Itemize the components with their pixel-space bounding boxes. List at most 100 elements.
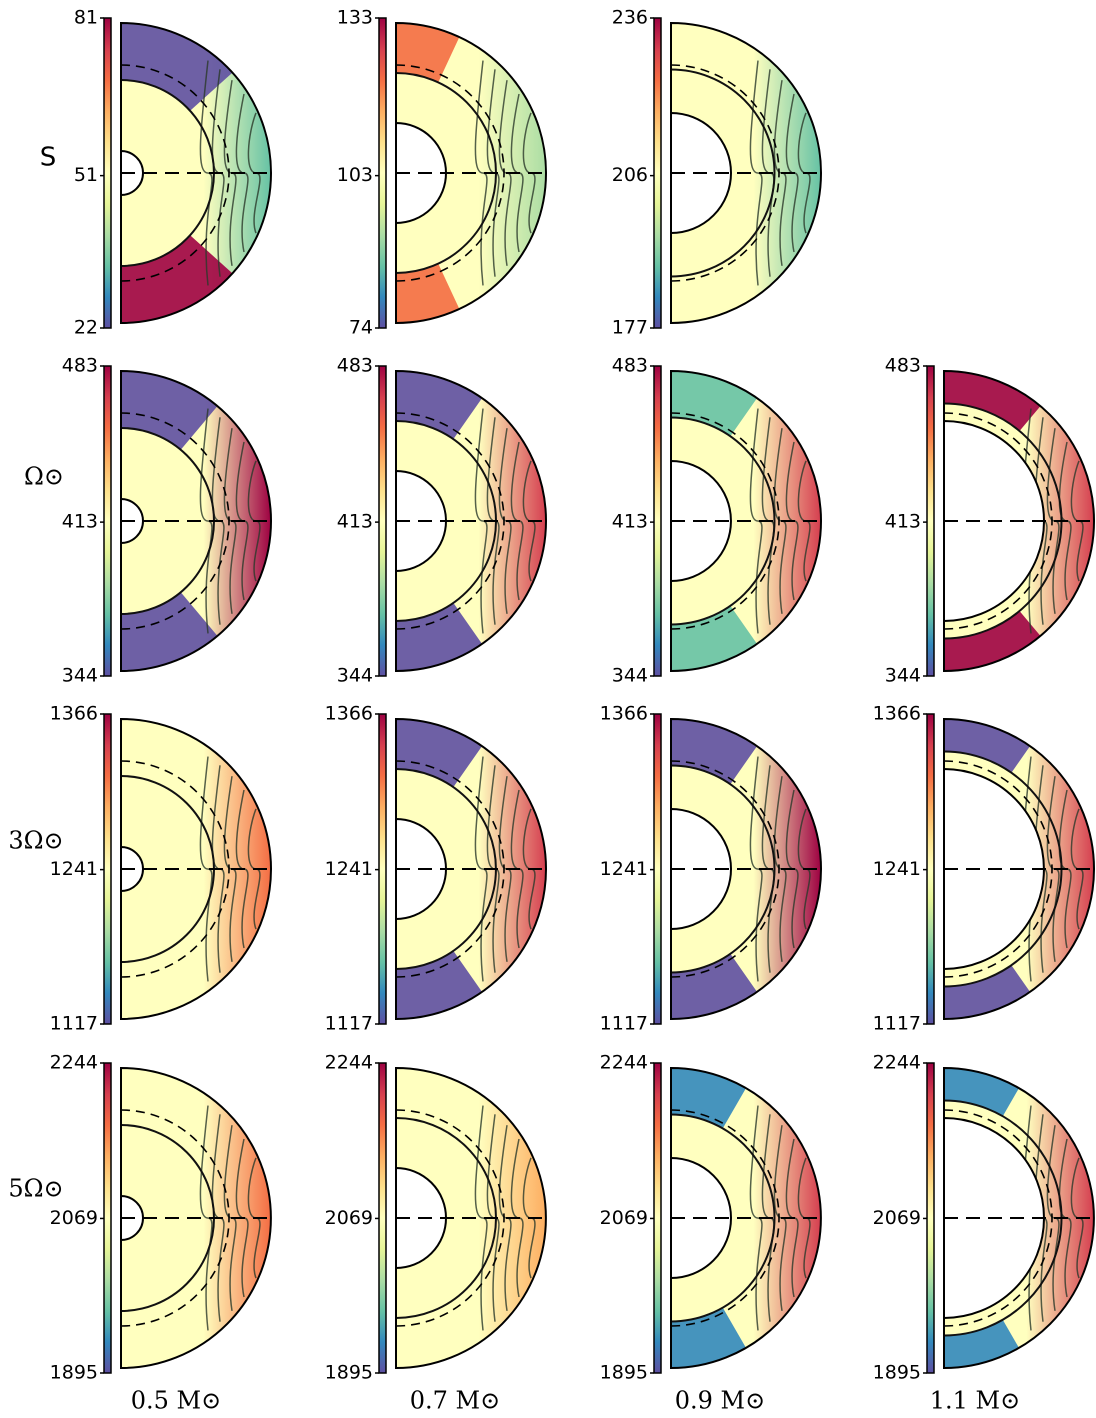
colorbar-tick-label: 1117 bbox=[325, 1013, 373, 1035]
colorbar bbox=[653, 1062, 662, 1374]
polar-region bbox=[396, 371, 483, 440]
outer-boundary bbox=[120, 21, 272, 325]
colorbar-tick-label: 413 bbox=[885, 511, 921, 533]
colorbar-tick-label: 2244 bbox=[325, 1052, 373, 1074]
dashed-circle bbox=[395, 1109, 505, 1327]
column-label: 1.1 M⊙ bbox=[930, 1387, 1020, 1415]
colorbar-tick-label: 206 bbox=[612, 164, 648, 186]
colorbar bbox=[653, 365, 662, 677]
colorbar-tick-label: 2069 bbox=[50, 1207, 98, 1229]
tachocline bbox=[670, 764, 776, 974]
colorbar-tick-label: 2069 bbox=[325, 1207, 373, 1229]
outer-boundary bbox=[395, 717, 547, 1021]
dashed-circle bbox=[120, 760, 230, 978]
colorbar bbox=[926, 1062, 935, 1374]
polar-region bbox=[396, 950, 483, 1019]
dashed-circle bbox=[395, 64, 505, 282]
row-label: 5Ω⊙ bbox=[8, 1175, 63, 1203]
tachocline bbox=[670, 68, 776, 278]
contour-line bbox=[749, 1105, 763, 1331]
dashed-circle bbox=[670, 760, 780, 978]
row-label: Ω⊙ bbox=[24, 463, 64, 491]
colorbar-tick-label: 413 bbox=[62, 511, 98, 533]
dashed-circle bbox=[943, 1109, 1053, 1327]
contour-line bbox=[474, 1105, 488, 1331]
colorbar-tick-label: 483 bbox=[612, 355, 648, 377]
colorbar-tick-label: 1241 bbox=[873, 858, 921, 880]
outer-boundary bbox=[395, 21, 547, 325]
colorbar-tick-label: 483 bbox=[62, 355, 98, 377]
colorbar-tick-label: 74 bbox=[349, 317, 373, 339]
polar-region bbox=[396, 23, 460, 83]
colorbar-tick-label: 1366 bbox=[50, 703, 98, 725]
polar-region bbox=[944, 371, 1041, 431]
tachocline bbox=[670, 416, 776, 626]
contour-line bbox=[199, 60, 213, 286]
outer-boundary bbox=[395, 369, 547, 673]
colorbar-tick-label: 344 bbox=[337, 665, 373, 687]
polar-region bbox=[396, 263, 460, 323]
colorbar-tick-label: 1895 bbox=[50, 1362, 98, 1384]
outer-boundary bbox=[120, 1066, 272, 1370]
colorbar-tick-label: 2069 bbox=[873, 1207, 921, 1229]
colorbar-tick-label: 1241 bbox=[325, 858, 373, 880]
polar-region bbox=[396, 719, 483, 788]
colorbar-tick-label: 2244 bbox=[600, 1052, 648, 1074]
dashed-circle bbox=[670, 64, 780, 282]
colorbar-tick-label: 483 bbox=[337, 355, 373, 377]
colorbar bbox=[378, 713, 387, 1025]
column-label: 0.7 M⊙ bbox=[410, 1387, 500, 1415]
dashed-circle bbox=[120, 412, 230, 630]
colorbar-tick-label: 344 bbox=[885, 665, 921, 687]
outer-boundary bbox=[943, 369, 1095, 673]
colorbar-tick-label: 483 bbox=[885, 355, 921, 377]
colorbar-tick-label: 177 bbox=[612, 317, 648, 339]
colorbar bbox=[926, 713, 935, 1025]
dashed-circle bbox=[670, 412, 780, 630]
contour-line bbox=[474, 756, 488, 982]
outer-boundary bbox=[395, 1066, 547, 1370]
colorbar-tick-label: 344 bbox=[62, 665, 98, 687]
outer-boundary bbox=[943, 1066, 1095, 1370]
polar-region bbox=[671, 605, 758, 671]
row-label: 3Ω⊙ bbox=[8, 827, 63, 855]
outer-boundary bbox=[670, 1066, 822, 1370]
polar-region bbox=[944, 719, 1031, 773]
colorbar-tick-label: 1117 bbox=[50, 1013, 98, 1035]
colorbar bbox=[378, 17, 387, 329]
contour-line bbox=[199, 756, 213, 982]
column-label: 0.9 M⊙ bbox=[675, 1387, 765, 1415]
colorbar-tick-label: 344 bbox=[612, 665, 648, 687]
outer-boundary bbox=[670, 717, 822, 1021]
colorbar-tick-label: 103 bbox=[337, 164, 373, 186]
colorbar bbox=[103, 17, 112, 329]
colorbar-tick-label: 1895 bbox=[873, 1362, 921, 1384]
colorbar-tick-label: 1117 bbox=[600, 1013, 648, 1035]
outer-boundary bbox=[670, 21, 822, 325]
colorbar-tick-label: 1241 bbox=[50, 858, 98, 880]
colorbar bbox=[378, 1062, 387, 1374]
contour-line bbox=[749, 756, 763, 982]
colorbar-tick-label: 51 bbox=[74, 164, 98, 186]
dashed-circle bbox=[395, 412, 505, 630]
polar-region bbox=[671, 719, 758, 785]
colorbar-tick-label: 2244 bbox=[50, 1052, 98, 1074]
row-label: S bbox=[40, 143, 57, 173]
colorbar-tick-label: 2244 bbox=[873, 1052, 921, 1074]
polar-region bbox=[671, 1068, 746, 1129]
colorbar bbox=[378, 365, 387, 677]
colorbar-tick-label: 1895 bbox=[325, 1362, 373, 1384]
polar-region bbox=[671, 1307, 746, 1368]
contour-line bbox=[474, 60, 488, 286]
dashed-circle bbox=[943, 412, 1053, 630]
contour-line bbox=[199, 1105, 213, 1331]
colorbar-tick-label: 413 bbox=[612, 511, 648, 533]
colorbar-tick-label: 22 bbox=[74, 317, 98, 339]
dashed-circle bbox=[395, 760, 505, 978]
colorbar-tick-label: 413 bbox=[337, 511, 373, 533]
colorbar bbox=[653, 713, 662, 1025]
colorbar bbox=[103, 365, 112, 677]
polar-region bbox=[396, 602, 483, 671]
tachocline bbox=[670, 1113, 776, 1323]
